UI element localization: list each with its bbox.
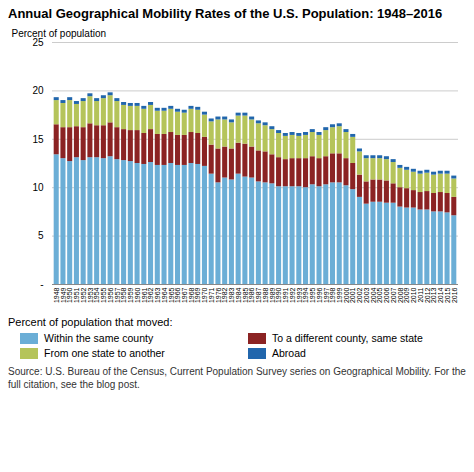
svg-text:1966: 1966 (174, 287, 182, 304)
svg-text:2013: 2013 (430, 287, 438, 304)
svg-text:2009: 2009 (403, 287, 411, 304)
svg-text:2004: 2004 (369, 287, 377, 304)
svg-text:2001: 2001 (349, 287, 357, 304)
svg-text:1998: 1998 (329, 287, 337, 304)
svg-text:2010: 2010 (410, 287, 418, 304)
svg-text:2016: 2016 (451, 287, 458, 303)
svg-text:2000: 2000 (342, 287, 350, 304)
svg-text:1960: 1960 (133, 287, 141, 304)
svg-text:1996: 1996 (315, 287, 323, 304)
svg-text:2007: 2007 (389, 287, 397, 304)
svg-text:2012: 2012 (423, 287, 431, 304)
svg-text:1970: 1970 (201, 287, 209, 304)
svg-text:1976: 1976 (214, 287, 222, 304)
html-text:Source: U.S. Bureau of the Cen: Source: U.S. Bureau of the Census, Curre… (8, 366, 466, 390)
svg-text:10: 10 (32, 182, 44, 193)
svg-text:1962: 1962 (147, 287, 155, 304)
svg-text:1985: 1985 (241, 287, 249, 304)
svg-text:1987: 1987 (255, 287, 263, 304)
svg-text:1956: 1956 (106, 287, 114, 304)
svg-text:1983: 1983 (228, 287, 236, 304)
svg-text:1965: 1965 (167, 287, 175, 304)
svg-text:1949: 1949 (59, 287, 67, 304)
svg-text:1963: 1963 (154, 287, 161, 304)
svg-text:1994: 1994 (302, 287, 310, 304)
svg-text:1958: 1958 (120, 287, 128, 304)
svg-text:2015: 2015 (443, 287, 451, 304)
svg-text:Percent of population: Percent of population (12, 28, 107, 39)
svg-text:1950: 1950 (66, 287, 74, 304)
svg-text:1971: 1971 (207, 287, 215, 304)
svg-text:1955: 1955 (100, 287, 108, 304)
svg-text:1997: 1997 (322, 287, 330, 304)
html-text:Abroad: Abroad (272, 347, 306, 359)
svg-text:1961: 1961 (140, 287, 148, 304)
svg-text:1948: 1948 (53, 287, 60, 304)
svg-text:2003: 2003 (362, 287, 370, 304)
svg-text:1988: 1988 (261, 287, 269, 304)
svg-text:1968: 1968 (187, 287, 195, 304)
svg-text:2014: 2014 (437, 287, 445, 304)
svg-text:1989: 1989 (268, 287, 276, 304)
html-text:Percent of population that mov: Percent of population that moved: (8, 316, 173, 328)
svg-text:1969: 1969 (194, 287, 202, 304)
svg-text:1986: 1986 (248, 287, 256, 304)
html-text:To a different county, same st: To a different county, same state (272, 332, 423, 344)
svg-text:1999: 1999 (336, 287, 343, 304)
svg-text:1953: 1953 (86, 287, 94, 304)
svg-text:1951: 1951 (73, 287, 81, 304)
svg-text:1992: 1992 (288, 287, 296, 304)
html-text:From one state to another: From one state to another (44, 347, 165, 359)
svg-text:15: 15 (32, 134, 44, 145)
svg-text:1993: 1993 (295, 287, 303, 304)
svg-text:25: 25 (32, 36, 44, 48)
svg-text:1952: 1952 (79, 287, 87, 304)
svg-text:1967: 1967 (181, 287, 188, 304)
svg-text:1991: 1991 (282, 287, 290, 304)
svg-text:2011: 2011 (416, 287, 424, 303)
svg-text:1984: 1984 (234, 287, 242, 304)
svg-text:2005: 2005 (376, 287, 384, 304)
html-text:Annual Geographical Mobility R: Annual Geographical Mobility Rates of th… (8, 6, 443, 21)
svg-text:1959: 1959 (127, 287, 135, 304)
svg-text:20: 20 (32, 85, 44, 96)
svg-text:1964: 1964 (160, 287, 168, 304)
svg-text:5: 5 (38, 230, 44, 241)
svg-text:-: - (40, 279, 43, 290)
svg-text:1990: 1990 (275, 287, 283, 304)
svg-text:1957: 1957 (113, 287, 121, 304)
svg-text:2002: 2002 (356, 287, 364, 304)
svg-text:1995: 1995 (309, 287, 316, 304)
svg-text:1954: 1954 (93, 287, 101, 304)
svg-text:1982: 1982 (221, 287, 229, 304)
svg-text:2006: 2006 (383, 287, 391, 304)
svg-text:2008: 2008 (396, 287, 404, 304)
html-text:Within the same county: Within the same county (44, 332, 154, 344)
